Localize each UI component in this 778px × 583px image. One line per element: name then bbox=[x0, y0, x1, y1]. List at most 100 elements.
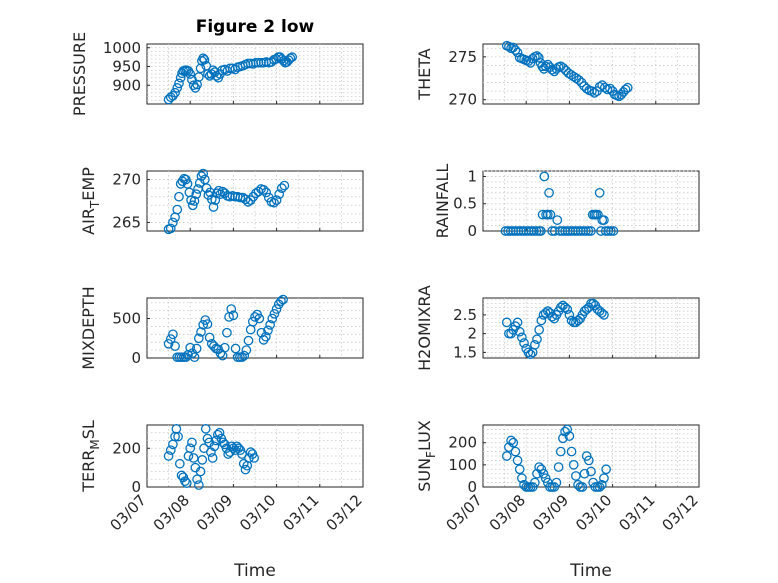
y-tick-label: 100 bbox=[448, 456, 477, 474]
data-point bbox=[512, 317, 523, 328]
x-tick-label: 03/10 bbox=[572, 491, 615, 534]
data-point bbox=[594, 482, 605, 492]
data-point bbox=[568, 460, 579, 470]
y-tick-label: 270 bbox=[112, 171, 141, 189]
x-tick-label: 03/10 bbox=[236, 491, 279, 534]
data-point bbox=[194, 178, 205, 188]
data-point bbox=[191, 343, 202, 354]
data-point bbox=[196, 327, 206, 337]
data-point bbox=[581, 451, 592, 461]
y-tick-label: 270 bbox=[448, 91, 477, 109]
data-point bbox=[512, 455, 523, 466]
y-tick-label: 1000 bbox=[103, 39, 141, 57]
y-axis-label: TERRMSL bbox=[79, 420, 102, 493]
data-point bbox=[536, 315, 547, 326]
data-point bbox=[529, 477, 540, 488]
y-tick-label: 0 bbox=[131, 478, 141, 496]
data-point bbox=[191, 189, 202, 199]
data-point bbox=[228, 310, 239, 321]
data-point bbox=[174, 78, 184, 89]
data-point bbox=[163, 338, 174, 349]
data-point bbox=[577, 482, 588, 492]
data-point bbox=[180, 476, 190, 487]
y-tick-label: 0 bbox=[467, 478, 477, 496]
data-point bbox=[192, 474, 202, 485]
data-point bbox=[254, 313, 265, 324]
y-tick-label: 950 bbox=[112, 58, 141, 76]
data-point bbox=[271, 195, 282, 205]
data-point bbox=[199, 54, 210, 65]
data-point bbox=[195, 466, 206, 477]
y-tick-label: 200 bbox=[448, 434, 477, 452]
data-point bbox=[501, 451, 512, 461]
data-point bbox=[263, 325, 273, 336]
data-point bbox=[210, 195, 221, 205]
data-point bbox=[181, 174, 191, 185]
data-point bbox=[271, 304, 282, 314]
data-point bbox=[579, 468, 590, 479]
data-point bbox=[189, 196, 200, 206]
x-axis-label: Time bbox=[569, 561, 612, 581]
data-point bbox=[586, 226, 596, 236]
data-point bbox=[560, 302, 570, 313]
data-point bbox=[553, 462, 564, 472]
data-point bbox=[200, 424, 211, 434]
y-tick-label: 500 bbox=[112, 310, 141, 328]
data-point bbox=[551, 477, 562, 488]
data-point bbox=[237, 352, 247, 363]
data-point bbox=[534, 325, 545, 335]
data-point bbox=[529, 226, 539, 236]
data-point bbox=[278, 294, 288, 305]
data-point bbox=[517, 473, 527, 483]
data-point bbox=[249, 453, 259, 463]
data-point bbox=[243, 197, 253, 207]
data-point bbox=[258, 185, 269, 195]
x-tick-label: 03/07 bbox=[443, 491, 486, 534]
data-point bbox=[547, 311, 557, 322]
data-point bbox=[501, 317, 512, 328]
data-point bbox=[606, 226, 616, 236]
data-point bbox=[517, 332, 527, 343]
data-point bbox=[599, 473, 609, 483]
data-point bbox=[549, 482, 560, 492]
data-point bbox=[165, 445, 176, 456]
data-point bbox=[187, 200, 198, 211]
data-point bbox=[175, 72, 186, 83]
data-point bbox=[198, 319, 209, 330]
data-point bbox=[202, 319, 213, 329]
y-tick-label: 2 bbox=[467, 325, 477, 343]
data-point bbox=[519, 338, 529, 348]
y-tick-label: 200 bbox=[112, 439, 141, 457]
data-point bbox=[195, 63, 206, 74]
data-point bbox=[596, 308, 607, 318]
data-point bbox=[587, 86, 597, 96]
data-point bbox=[198, 168, 209, 179]
data-point bbox=[506, 435, 516, 446]
y-tick-label: 0 bbox=[467, 222, 477, 240]
data-point bbox=[269, 308, 280, 319]
data-point bbox=[580, 226, 591, 236]
data-point bbox=[552, 215, 563, 225]
data-point bbox=[241, 345, 252, 355]
data-point bbox=[269, 197, 279, 208]
data-point bbox=[525, 349, 536, 360]
x-tick-label: 03/12 bbox=[323, 491, 366, 534]
data-point bbox=[563, 68, 574, 78]
data-point bbox=[586, 466, 596, 477]
data-point bbox=[544, 187, 554, 198]
data-point bbox=[276, 183, 287, 193]
x-tick-label: 03/12 bbox=[659, 491, 702, 534]
data-point bbox=[197, 455, 208, 465]
data-point bbox=[279, 180, 290, 191]
data-point bbox=[188, 80, 199, 91]
data-point bbox=[596, 479, 607, 490]
data-point bbox=[566, 446, 577, 457]
data-point bbox=[266, 57, 277, 67]
data-point bbox=[189, 352, 200, 363]
data-point bbox=[222, 327, 232, 338]
subplot-3: 0 0.5 1 RAINFALL bbox=[433, 164, 700, 240]
data-point bbox=[211, 435, 221, 446]
data-point bbox=[508, 437, 519, 448]
data-point bbox=[170, 341, 180, 352]
